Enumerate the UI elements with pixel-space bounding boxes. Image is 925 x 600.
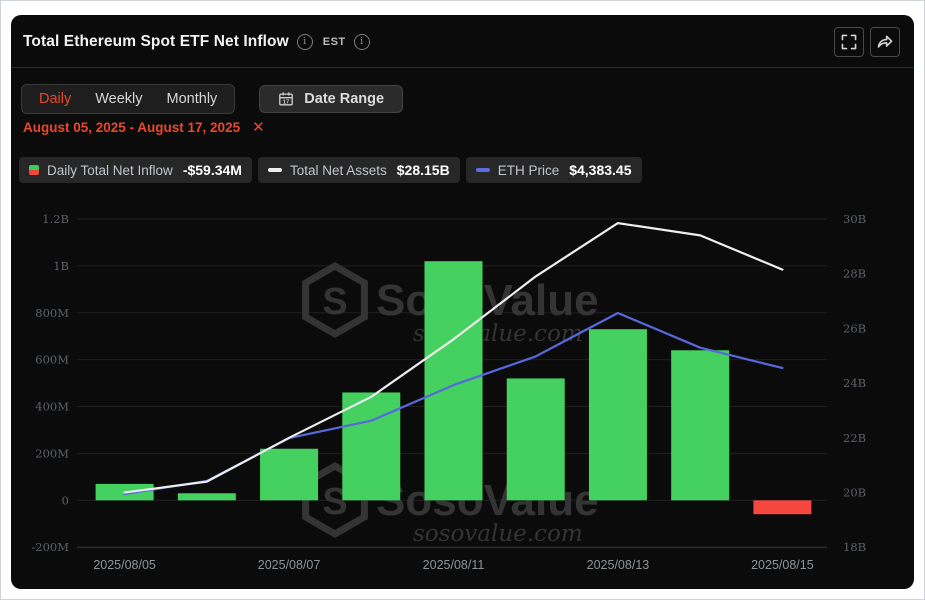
tab-weekly[interactable]: Weekly bbox=[95, 91, 143, 107]
net-assets-line[interactable] bbox=[123, 221, 784, 494]
right-axis-tick: 24B bbox=[843, 376, 866, 390]
inflow-bar[interactable] bbox=[177, 493, 236, 501]
legend-label: Total Net Assets bbox=[289, 162, 387, 178]
chart-area[interactable]: S SosoValue sosovalue.com S SosoValue sosoval… bbox=[11, 191, 914, 589]
inflow-bar[interactable] bbox=[424, 261, 483, 501]
inflow-bar[interactable] bbox=[671, 350, 730, 501]
legend-value: $4,383.45 bbox=[569, 162, 632, 178]
watermark-brand-text: SosoValue bbox=[376, 476, 599, 525]
left-axis-tick: 0 bbox=[62, 493, 69, 507]
right-axis-tick: 26B bbox=[843, 321, 866, 335]
header-actions bbox=[834, 27, 900, 57]
sosovalue-logo-letter: S bbox=[322, 281, 347, 323]
legend-item-daily-total-net-inflow[interactable]: Daily Total Net Inflow -$59.34M bbox=[19, 157, 252, 183]
right-axis-tick: 22B bbox=[843, 431, 866, 445]
svg-text:17: 17 bbox=[283, 99, 289, 105]
fullscreen-button[interactable] bbox=[834, 27, 864, 57]
legend: Daily Total Net Inflow -$59.34M Total Net … bbox=[11, 135, 914, 183]
toolbar: Daily Weekly Monthly 17 Date Range bbox=[11, 68, 914, 114]
sosovalue-logo-icon bbox=[302, 261, 368, 339]
left-axis-tick: 200M bbox=[35, 446, 69, 460]
selected-range-row: August 05, 2025 - August 17, 2025 ✕ bbox=[11, 114, 914, 135]
legend-value: $28.15B bbox=[396, 162, 450, 178]
inflow-bar[interactable] bbox=[342, 392, 401, 501]
right-axis-tick: 28B bbox=[843, 267, 866, 281]
x-axis-tick: 2025/08/05 bbox=[93, 558, 156, 572]
header-divider bbox=[11, 67, 914, 68]
timezone-info-icon[interactable]: i bbox=[353, 34, 370, 50]
watermark-domain-text: sosovalue.com bbox=[413, 521, 583, 547]
calendar-icon: 17 bbox=[279, 92, 294, 106]
share-button[interactable] bbox=[870, 27, 900, 57]
clear-range-icon[interactable]: ✕ bbox=[252, 119, 265, 136]
left-axis-tick: 400M bbox=[35, 400, 69, 414]
legend-swatch-icon bbox=[29, 165, 39, 175]
inflow-bar[interactable] bbox=[588, 329, 647, 501]
legend-label: ETH Price bbox=[497, 162, 560, 178]
tab-daily[interactable]: Daily bbox=[39, 91, 72, 107]
x-axis-tick: 2025/08/15 bbox=[751, 558, 814, 572]
x-axis-tick: 2025/08/13 bbox=[587, 558, 650, 572]
share-icon bbox=[877, 35, 893, 48]
fullscreen-icon bbox=[841, 34, 857, 50]
legend-swatch-icon bbox=[267, 168, 282, 172]
watermark-brand-text: SosoValue bbox=[376, 276, 599, 325]
legend-value: -$59.34M bbox=[182, 162, 242, 178]
left-axis-tick: 1.2B bbox=[42, 212, 69, 226]
date-range-button[interactable]: 17 Date Range bbox=[259, 85, 404, 113]
legend-item-total-net-assets[interactable]: Total Net Assets $28.15B bbox=[257, 157, 460, 183]
interval-tab-group: Daily Weekly Monthly bbox=[21, 84, 236, 114]
card-header: Total Ethereum Spot ETF Net Inflow i EST… bbox=[11, 15, 914, 67]
legend-label: Daily Total Net Inflow bbox=[47, 162, 173, 178]
legend-item-eth-price[interactable]: ETH Price $4,383.45 bbox=[465, 157, 642, 183]
left-axis-tick: -200M bbox=[31, 540, 69, 554]
inflow-bar[interactable] bbox=[260, 448, 319, 501]
right-axis-tick: 18B bbox=[843, 540, 866, 554]
right-axis-tick: 20B bbox=[843, 486, 866, 500]
x-axis-tick: 2025/08/11 bbox=[423, 558, 485, 572]
legend-swatch-icon bbox=[475, 168, 490, 172]
timezone-label: EST bbox=[322, 36, 346, 48]
x-axis-tick: 2025/08/07 bbox=[258, 558, 321, 572]
right-axis-tick: 30B bbox=[843, 212, 866, 226]
etf-chart-card: Total Ethereum Spot ETF Net Inflow i EST… bbox=[11, 15, 914, 589]
page-title: Total Ethereum Spot ETF Net Inflow bbox=[23, 33, 289, 50]
date-range-button-label: Date Range bbox=[304, 91, 385, 107]
inflow-bar[interactable] bbox=[753, 500, 812, 515]
selected-range-text: August 05, 2025 - August 17, 2025 bbox=[23, 120, 241, 135]
title-info-icon[interactable]: i bbox=[296, 34, 313, 50]
tab-monthly[interactable]: Monthly bbox=[166, 91, 218, 107]
left-axis-tick: 800M bbox=[35, 306, 69, 320]
inflow-bar[interactable] bbox=[506, 378, 565, 501]
left-axis-tick: 1B bbox=[53, 259, 69, 273]
left-axis-tick: 600M bbox=[35, 353, 69, 367]
